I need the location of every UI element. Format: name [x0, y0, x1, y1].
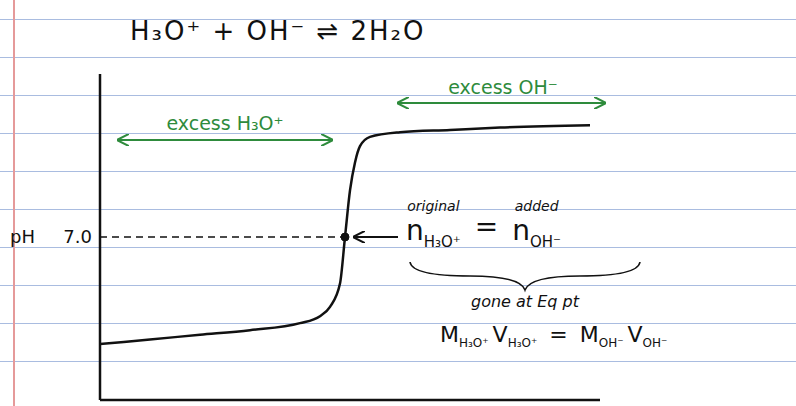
html-text:excess OH⁻: excess OH⁻ [448, 76, 558, 98]
html-text:gone at Eq pt: gone at Eq pt [471, 292, 579, 311]
html-text:H₃O⁺ + OH⁻ ⇌ 2H₂O: H₃O⁺ + OH⁻ ⇌ 2H₂O [130, 16, 426, 46]
html-text:nH₃O⁺: nH₃O⁺ [406, 214, 461, 251]
html-text:original: original [407, 198, 460, 214]
svg-text:7.0: 7.0 [63, 226, 92, 247]
html-text:added: added [514, 198, 559, 214]
html-text:MH₃O⁺VH₃O⁺: MH₃O⁺VH₃O⁺ [440, 322, 538, 351]
html-text:excess H₃O⁺: excess H₃O⁺ [166, 112, 284, 134]
svg-text:pH: pH [10, 226, 35, 247]
html-text:nOH⁻: nOH⁻ [512, 214, 561, 251]
html-text:MOH⁻VOH⁻: MOH⁻VOH⁻ [579, 322, 668, 351]
